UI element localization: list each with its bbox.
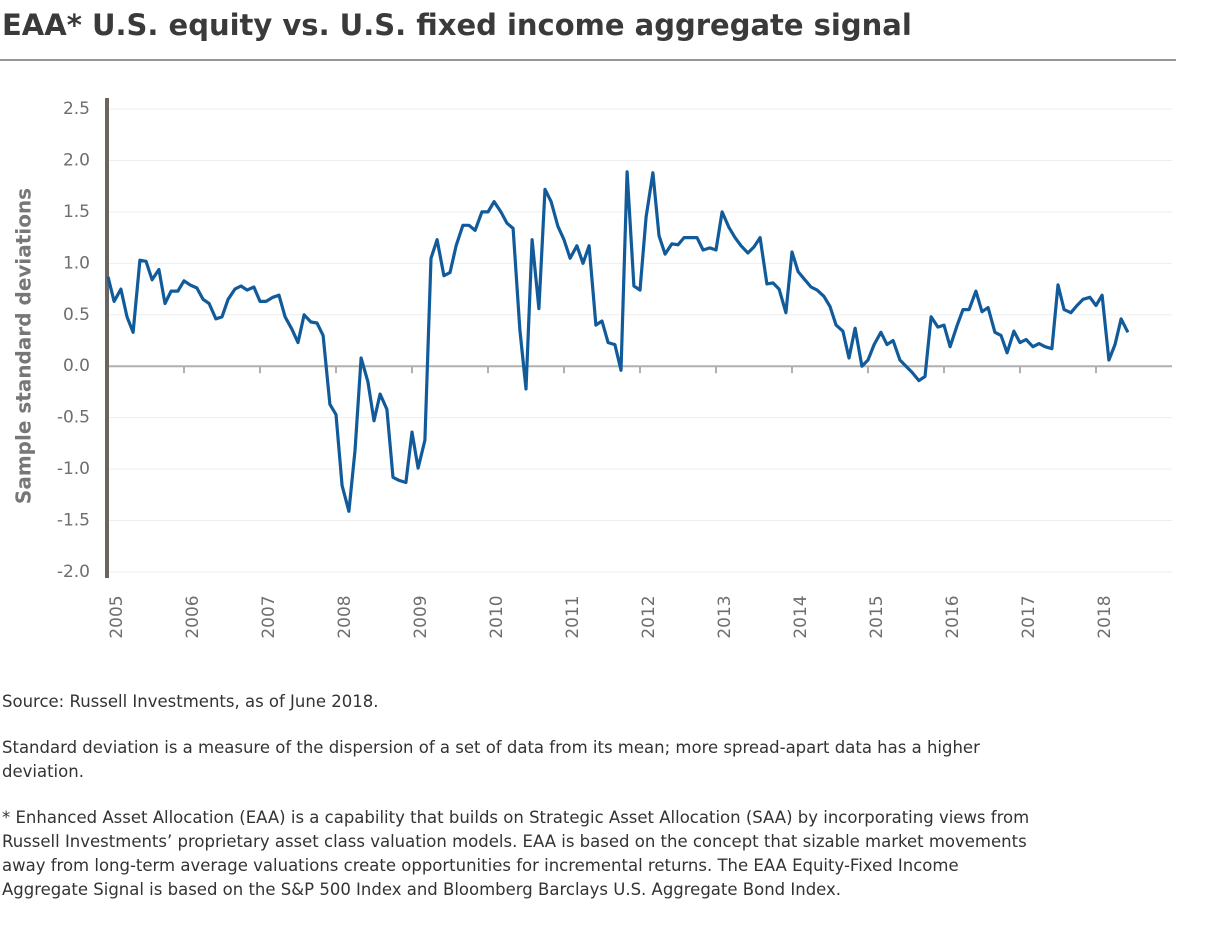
x-tick-label: 2005: [107, 595, 127, 638]
y-tick-label: 2.0: [63, 150, 90, 170]
notes: Source: Russell Investments, as of June …: [2, 690, 1032, 924]
y-tick-label: 1.0: [63, 253, 90, 273]
x-tick-label: 2017: [1019, 595, 1039, 638]
y-axis-label: Sample standard deviations: [12, 188, 36, 504]
x-tick-label: 2015: [867, 595, 887, 638]
chart: Sample standard deviations -2.0 -1.5 -1.0 -…: [12, 98, 1172, 639]
x-tick-label: 2007: [259, 595, 279, 638]
y-tick-label: 0.0: [63, 356, 90, 376]
x-tick-label: 2011: [563, 595, 583, 638]
note: Standard deviation is a measure of the d…: [2, 738, 980, 781]
y-tick-label: -1.0: [57, 459, 90, 479]
data-line: [106, 170, 1130, 513]
y-tick-label: 0.5: [63, 305, 90, 325]
x-tick-label: 2009: [411, 595, 431, 638]
y-tick-label: 2.5: [63, 99, 90, 119]
title-rule: [0, 59, 1176, 61]
x-tick-label: 2018: [1095, 595, 1115, 638]
x-tick-label: 2006: [183, 595, 203, 638]
x-tick-label: 2012: [639, 595, 659, 638]
note: * Enhanced Asset Allocation (EAA) is a c…: [2, 808, 1030, 899]
chart-title: EAA* U.S. equity vs. U.S. fixed income a…: [2, 8, 912, 42]
x-tick-label: 2008: [335, 595, 355, 638]
y-tick-label: 1.5: [63, 202, 90, 222]
x-tick-label: 2014: [791, 595, 811, 638]
y-tick-label: -0.5: [57, 408, 90, 428]
y-tick-label: -2.0: [57, 562, 90, 582]
y-tick-label: -1.5: [57, 511, 90, 531]
x-tick-label: 2016: [943, 595, 963, 638]
x-tick-label: 2010: [487, 595, 507, 638]
note: Source: Russell Investments, as of June …: [2, 692, 379, 711]
x-tick-label: 2013: [715, 595, 735, 638]
